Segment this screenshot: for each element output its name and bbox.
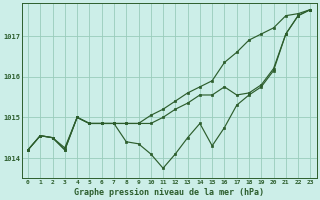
X-axis label: Graphe pression niveau de la mer (hPa): Graphe pression niveau de la mer (hPa) [74, 188, 264, 197]
